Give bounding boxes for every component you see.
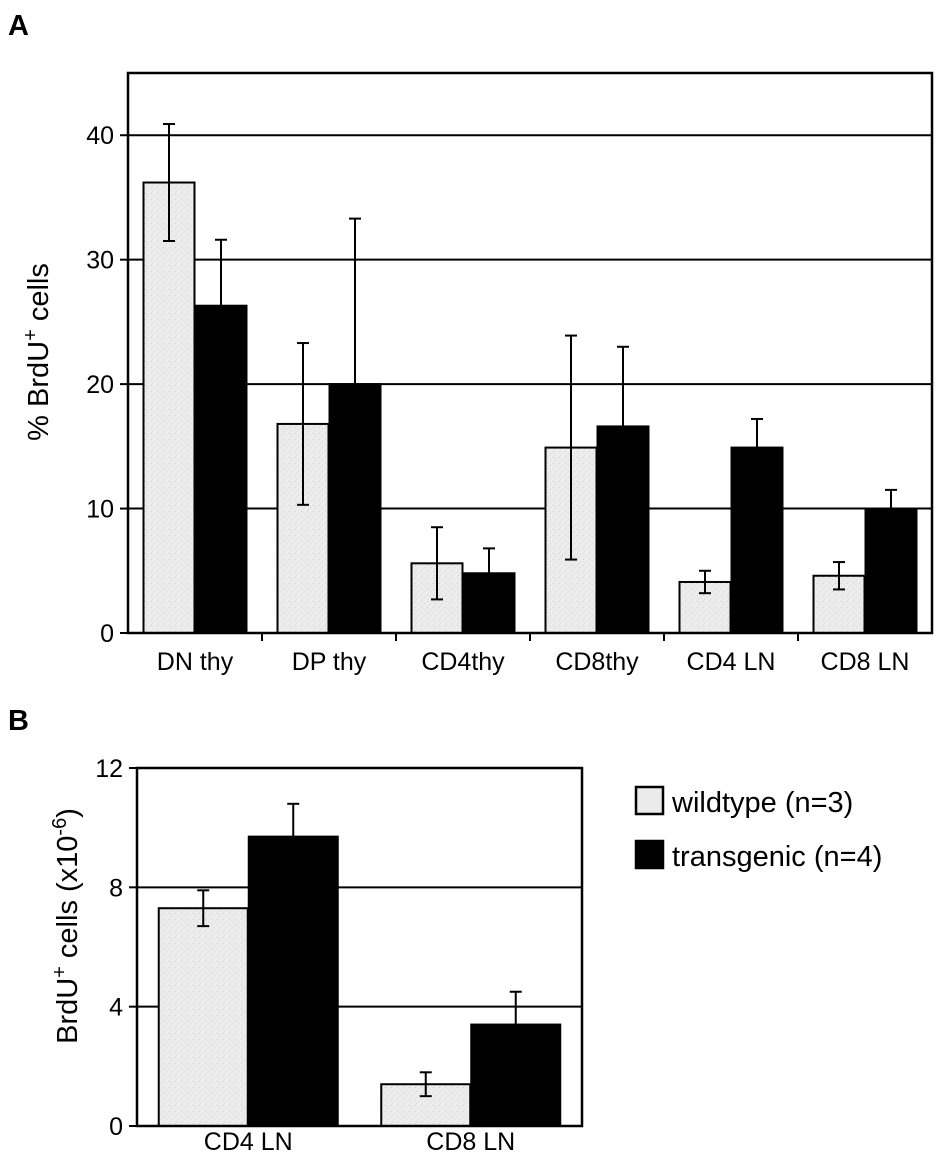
error-bar-transgenic <box>885 488 897 529</box>
error-bar-transgenic <box>751 417 763 478</box>
error-bar-wildtype <box>163 123 175 242</box>
y-tick-label: 10 <box>86 496 114 524</box>
error-bar-wildtype <box>297 342 309 506</box>
x-tick-label: CD8 LN <box>426 1128 515 1155</box>
error-bar-wildtype <box>699 569 711 595</box>
legend-swatch-transgenic <box>634 839 665 870</box>
y-tick-label: 8 <box>109 874 123 902</box>
error-bar-wildtype <box>833 561 845 591</box>
error-bar-transgenic <box>509 990 522 1059</box>
x-tick-label: CD4 LN <box>687 648 776 676</box>
plot-frame <box>126 71 934 635</box>
x-tick-label: DP thy <box>292 648 367 676</box>
y-tick-label: 30 <box>86 247 114 275</box>
y-tick-label: 20 <box>86 371 114 399</box>
error-bar-transgenic <box>349 217 361 551</box>
error-bar-transgenic <box>215 238 227 373</box>
panel-a-chart: 0 10 20 30 40 DN thy DP thy CD4thy CD8thy CD4 LN… <box>20 71 934 676</box>
legend-swatch-wildtype <box>634 785 665 816</box>
y-tick-label: 40 <box>86 122 114 150</box>
y-tick-label: 0 <box>109 1113 123 1141</box>
error-bar-transgenic <box>287 802 300 871</box>
plot-frame <box>135 766 584 1128</box>
x-tick-label: DN thy <box>157 648 234 676</box>
error-bar-wildtype <box>431 526 443 601</box>
x-tick-label: CD8thy <box>555 648 639 676</box>
x-tick-label: CD8 LN <box>821 648 910 676</box>
bar-wildtype <box>157 907 249 1128</box>
panel-b-chart: 0 4 8 12 CD4 LN CD8 LN BrdU+ cells (x10-6) <box>49 755 584 1155</box>
panel-b-letter: B <box>8 705 29 737</box>
bar-wildtype <box>142 181 196 634</box>
y-tick-label: 4 <box>109 994 123 1022</box>
y-tick-label: 12 <box>95 755 123 783</box>
panel-b-y-axis-title: BrdU+ cells (x10-6) <box>49 808 84 1044</box>
legend: wildtype (n=3) transgenic (n=4) <box>634 785 882 873</box>
y-tick-label: 0 <box>100 620 114 648</box>
error-bar-wildtype <box>197 889 210 928</box>
panel-a-letter: A <box>8 10 29 42</box>
error-bar-transgenic <box>483 547 495 600</box>
legend-label-wildtype: wildtype (n=3) <box>671 787 853 819</box>
x-tick-label: CD4 LN <box>204 1128 293 1155</box>
panel-a-y-axis-title: % BrdU+ cells <box>20 263 55 441</box>
error-bar-wildtype <box>565 334 577 561</box>
x-tick-label: CD4thy <box>421 648 505 676</box>
error-bar-wildtype <box>419 1071 432 1098</box>
bar-transgenic <box>730 446 784 635</box>
legend-label-transgenic: transgenic (n=4) <box>672 841 882 873</box>
error-bar-transgenic <box>617 345 629 508</box>
bar-transgenic <box>247 835 339 1127</box>
